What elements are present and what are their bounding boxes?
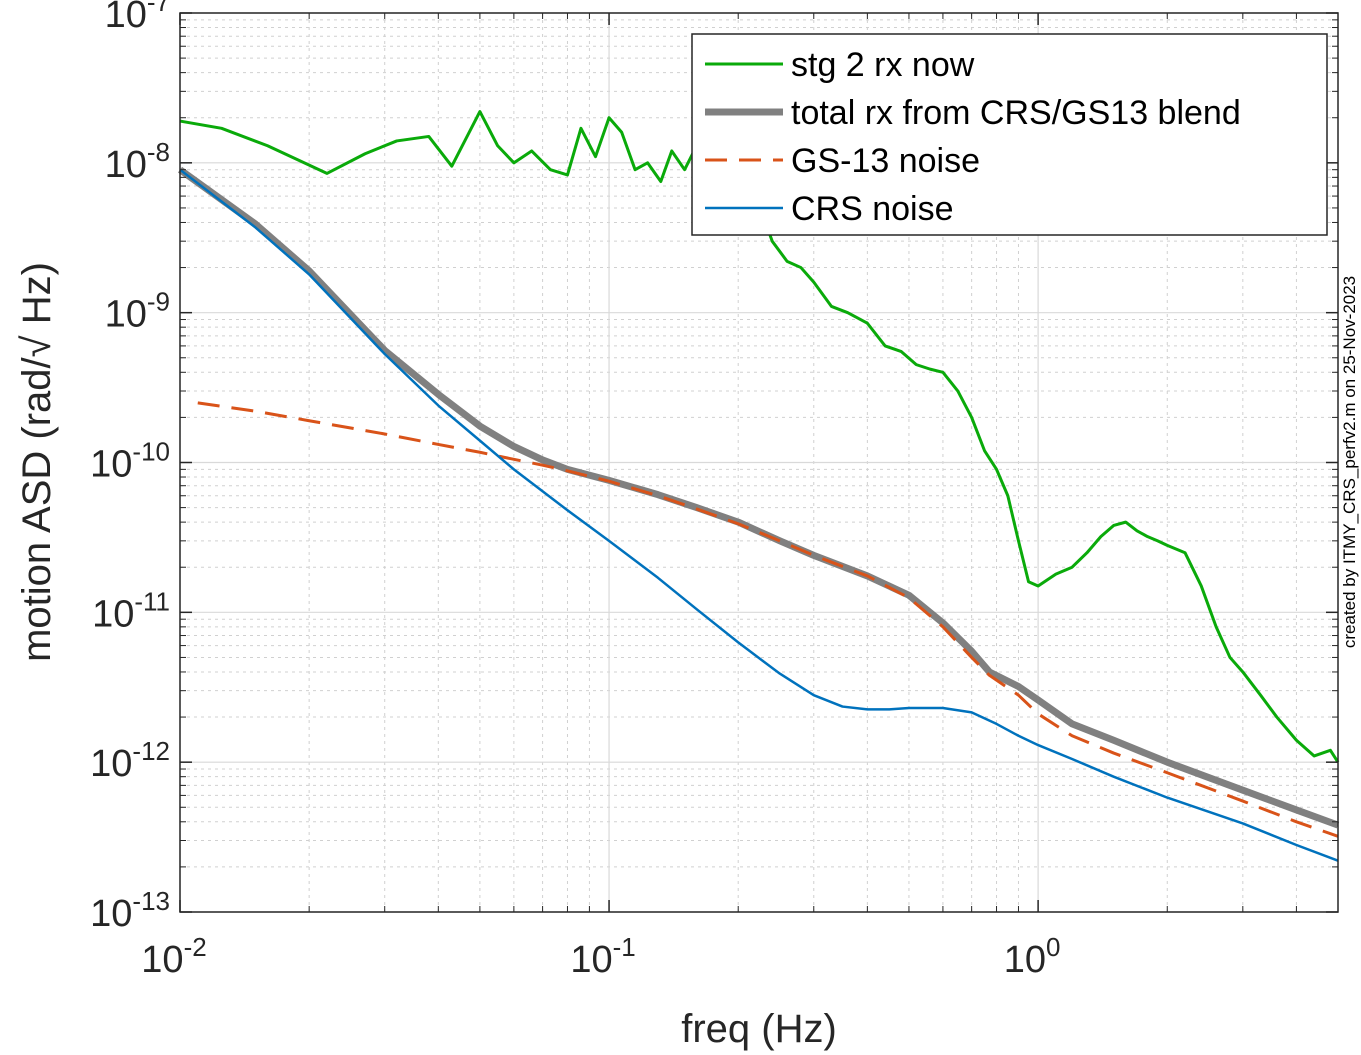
legend-label-2: GS-13 noise	[791, 142, 980, 180]
tick-marks	[179, 12, 1339, 913]
legend-box	[691, 33, 1328, 236]
x-tick-label: 10-1	[570, 932, 635, 981]
x-tick-labels: 10-2 10-1 100	[141, 932, 1060, 981]
series-line-2	[197, 401, 1339, 838]
x-tick-label: 100	[1004, 932, 1061, 981]
series-layer	[177, 110, 1340, 862]
x-axis-label: freq (Hz)	[681, 1007, 837, 1051]
series-line-3	[179, 168, 1339, 862]
y-tick-labels: 10-7 10-8 10-9 10-10 10-11 10-12 10-13	[90, 0, 170, 935]
legend: stg 2 rx now total rx from CRS/GS13 blend…	[691, 33, 1328, 236]
y-tick-label: 10-7	[105, 0, 170, 36]
y-tick-label: 10-8	[105, 137, 170, 186]
y-tick-label: 10-10	[90, 437, 170, 486]
y-tick-label: 10-12	[90, 736, 170, 785]
series-line-0	[179, 110, 1340, 763]
y-tick-label: 10-13	[90, 886, 170, 935]
y-tick-label: 10-11	[92, 586, 170, 635]
x-tick-label: 10-2	[141, 932, 206, 981]
legend-label-0: stg 2 rx now	[791, 46, 975, 84]
credit-text: created by ITMY_CRS_perfv2.m on 25-Nov-2…	[1340, 276, 1359, 648]
y-tick-label: 10-9	[105, 287, 170, 336]
legend-label-1: total rx from CRS/GS13 blend	[791, 94, 1241, 132]
y-axis-label: motion ASD (rad/√ Hz)	[15, 262, 59, 662]
legend-label-3: CRS noise	[791, 190, 954, 228]
